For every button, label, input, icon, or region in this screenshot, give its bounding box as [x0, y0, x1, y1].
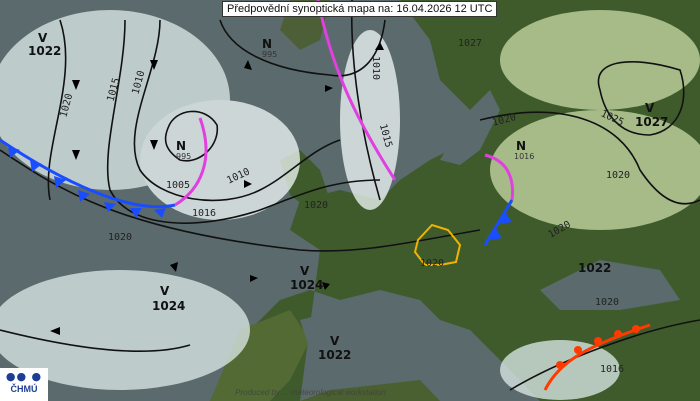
- svg-text:995: 995: [262, 50, 277, 59]
- czech-border: [413, 223, 462, 266]
- svg-text:V: V: [160, 284, 170, 298]
- svg-text:1020: 1020: [606, 170, 630, 181]
- chmu-logo: ●● ● ČHMÚ: [0, 368, 48, 401]
- svg-text:V: V: [300, 264, 310, 278]
- wind-arrows: [50, 42, 384, 335]
- logo-text: ČHMÚ: [10, 384, 38, 394]
- svg-text:1016: 1016: [600, 364, 624, 375]
- warm-front-turkey: [543, 323, 651, 391]
- isobars: [0, 0, 700, 391]
- svg-text:1020: 1020: [304, 200, 328, 211]
- watermark: Produced by ... meteorological workstati…: [235, 388, 386, 397]
- svg-text:N: N: [262, 37, 272, 51]
- svg-text:1022: 1022: [578, 261, 611, 275]
- svg-text:V: V: [330, 334, 340, 348]
- occluded-front-atlantic: [174, 117, 208, 207]
- svg-text:1024: 1024: [290, 278, 323, 292]
- svg-text:V: V: [38, 31, 48, 45]
- logo-symbol: ●● ●: [5, 370, 43, 383]
- svg-text:1020: 1020: [420, 258, 444, 269]
- svg-text:1016: 1016: [514, 152, 534, 161]
- svg-text:N: N: [176, 139, 186, 153]
- svg-text:995: 995: [176, 152, 191, 161]
- svg-text:1024: 1024: [152, 299, 185, 313]
- svg-text:1022: 1022: [318, 348, 351, 362]
- occluded-front-east: [484, 153, 515, 201]
- svg-text:1020: 1020: [108, 232, 132, 243]
- svg-text:N: N: [516, 139, 526, 153]
- svg-text:1005: 1005: [166, 180, 190, 191]
- svg-text:V: V: [645, 101, 655, 115]
- svg-text:1016: 1016: [192, 208, 216, 219]
- cold-front-atlantic: [0, 138, 176, 218]
- svg-text:1027: 1027: [458, 38, 482, 49]
- svg-text:1010: 1010: [370, 56, 381, 80]
- occluded-front-northsea: [316, 0, 397, 181]
- map-title: Předpovědní synoptická mapa na: 16.04.20…: [222, 1, 498, 17]
- svg-text:1022: 1022: [28, 44, 61, 58]
- seas: [300, 90, 680, 380]
- cold-front-east: [483, 199, 514, 246]
- svg-text:1020: 1020: [595, 297, 619, 308]
- svg-text:1027: 1027: [635, 115, 668, 129]
- isobar-labels: 1020 1015 1010 1005 1010 1016 1020 1010 …: [58, 56, 630, 375]
